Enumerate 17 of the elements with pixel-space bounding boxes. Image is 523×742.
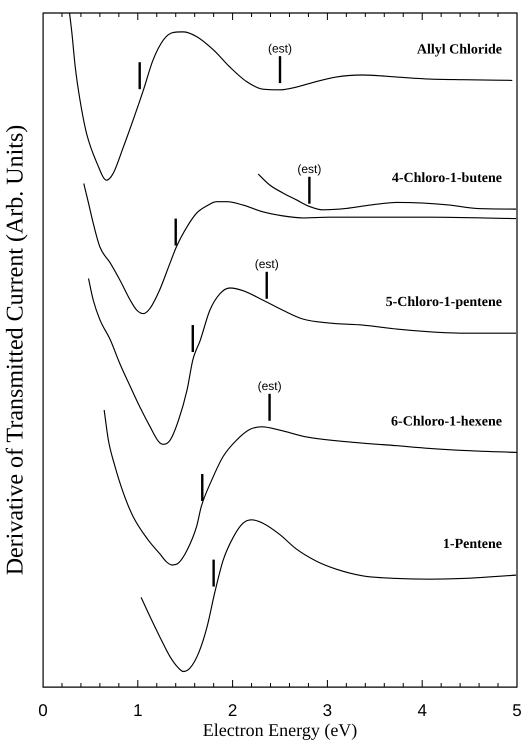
x-axis-title: Electron Energy (eV) [202, 720, 358, 740]
series-label: 6-Chloro-1-hexene [391, 414, 502, 430]
y-axis-title: Derivative of Transmitted Current (Arb. Units) [2, 124, 29, 576]
x-tick-label: 0 [38, 700, 48, 720]
annotation: (est) [297, 162, 322, 176]
x-tick-label: 5 [512, 700, 522, 720]
annotation: (est) [258, 379, 282, 394]
text: 4-Chloro-1-butene [392, 171, 502, 186]
x-tick-label: 2 [228, 700, 238, 720]
annotation: (est) [254, 257, 279, 272]
series-label: Allyl Chloride [416, 42, 502, 58]
series-label: 1-Pentene [442, 537, 502, 552]
x-tick-label: 1 [133, 700, 143, 720]
annotation: (est) [268, 41, 292, 56]
x-tick-label: 3 [322, 700, 332, 720]
series-label: 5-Chloro-1-pentene [386, 295, 502, 310]
x-tick-label: 4 [417, 700, 427, 720]
